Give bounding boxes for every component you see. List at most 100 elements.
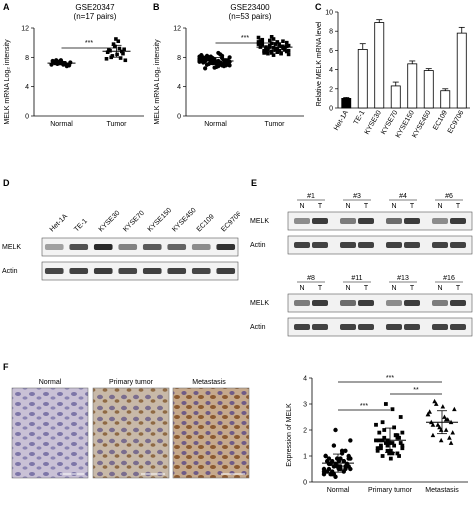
data-point <box>331 443 337 448</box>
blot-band <box>386 324 402 330</box>
data-point <box>117 46 122 51</box>
data-point <box>375 446 380 451</box>
data-point <box>273 47 278 52</box>
data-point <box>395 451 400 456</box>
blot-band <box>358 300 374 306</box>
data-point <box>440 404 446 409</box>
data-point <box>271 37 276 41</box>
data-point <box>398 415 403 419</box>
ihc-image-normal <box>11 387 89 479</box>
data-point <box>197 56 202 61</box>
data-point <box>450 430 456 435</box>
y-tick-label: 3 <box>303 402 307 409</box>
blot-band <box>340 218 356 224</box>
bar <box>440 90 451 109</box>
data-point <box>433 401 439 406</box>
blot-band <box>118 244 138 250</box>
blot-band <box>432 324 448 330</box>
panel-f-ylabel: Expression of MELK <box>286 403 293 467</box>
data-point <box>392 425 397 430</box>
data-point <box>275 40 280 44</box>
blot-row-label: MELK <box>250 218 269 225</box>
y-tick-label: 1 <box>303 454 307 461</box>
data-point <box>443 427 449 432</box>
significance-label: *** <box>386 375 394 382</box>
blot-row-label: MELK <box>250 300 269 307</box>
blot-band <box>358 324 374 330</box>
bar <box>423 70 434 109</box>
bar <box>374 22 385 109</box>
y-tick-label: 2 <box>303 428 307 435</box>
data-point <box>323 453 328 459</box>
pair-label: #3 <box>353 193 361 200</box>
blot-membrane <box>287 293 473 313</box>
panel-b-letter: B <box>153 2 160 12</box>
data-point <box>323 469 328 474</box>
data-point <box>262 48 266 53</box>
y-tick-label: 8 <box>25 55 29 62</box>
data-point <box>435 422 441 427</box>
y-tick-label: 2 <box>329 86 333 93</box>
data-point <box>264 47 268 52</box>
y-tick-label: 10 <box>325 10 333 17</box>
blot-band <box>450 300 466 306</box>
data-point <box>277 43 282 47</box>
blot-membrane <box>287 317 473 337</box>
data-point <box>271 53 276 57</box>
pair-label: #16 <box>443 275 455 282</box>
x-tick-label: TE-1 <box>353 109 367 126</box>
data-point <box>388 456 393 461</box>
data-point <box>380 454 385 458</box>
lane-t-label: T <box>318 203 323 210</box>
blot-band <box>404 300 420 306</box>
data-point <box>111 42 116 46</box>
lane-label: KYSE450 <box>171 207 197 233</box>
blot-band <box>294 300 310 306</box>
blot-band <box>93 244 113 250</box>
pair-label: #8 <box>307 275 315 282</box>
data-point <box>260 37 265 42</box>
data-point <box>339 448 345 454</box>
data-point <box>390 441 395 445</box>
data-point <box>110 54 115 58</box>
data-point <box>385 448 390 453</box>
lane-label: EC109 <box>196 213 216 233</box>
blot-membrane <box>41 261 239 281</box>
blot-band <box>404 218 420 224</box>
data-point <box>328 461 333 467</box>
data-point <box>425 411 431 417</box>
y-tick-label: 6 <box>329 48 333 55</box>
data-point <box>442 414 447 419</box>
lane-n-label: N <box>391 203 396 210</box>
data-point <box>256 42 261 46</box>
data-point <box>281 39 285 43</box>
blot-band <box>386 218 402 224</box>
lane-label: KYSE150 <box>147 207 173 233</box>
blot-band <box>167 268 187 274</box>
data-point <box>121 51 125 56</box>
blot-band <box>404 242 420 248</box>
data-point <box>383 402 388 406</box>
data-point <box>266 48 270 52</box>
y-tick-label: 0 <box>329 106 333 113</box>
panel-a-ylabel: MELK mRNA Log₂ intensity <box>4 39 11 125</box>
data-point <box>400 446 405 451</box>
blot-band <box>340 242 356 248</box>
blot-band <box>450 242 466 248</box>
data-point <box>277 48 282 53</box>
data-point <box>348 438 353 443</box>
y-tick-label: 4 <box>25 84 29 91</box>
panel-a-title: GSE20347 <box>75 3 115 12</box>
blot-band <box>167 244 187 250</box>
blot-band <box>69 244 89 250</box>
lane-t-label: T <box>456 285 461 292</box>
pair-label: #1 <box>307 193 315 200</box>
bar <box>390 85 401 109</box>
blot-band <box>312 324 328 330</box>
panel-c-chart: C Relative MELK mRNA level 0 2 4 6 8 10 Het-1A… <box>315 2 470 139</box>
lane-label: EC9706 <box>220 211 240 234</box>
data-point <box>105 50 110 54</box>
data-point <box>348 456 353 461</box>
panel-b-title: GSE23400 <box>230 3 270 12</box>
data-point <box>286 52 291 57</box>
